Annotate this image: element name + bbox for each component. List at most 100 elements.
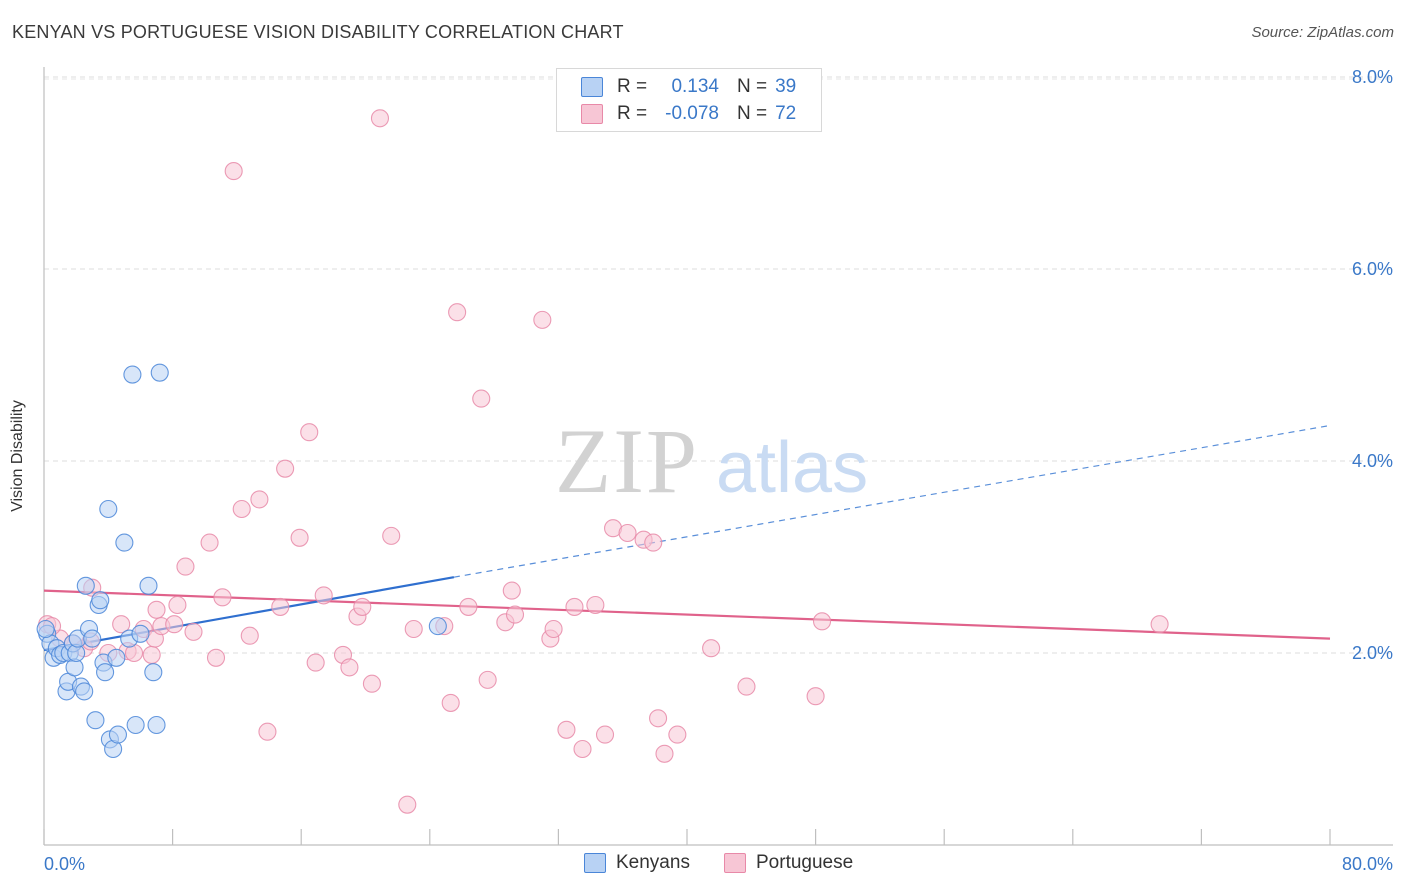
kenyans-swatch xyxy=(584,853,606,873)
kenyan-point xyxy=(115,533,134,552)
kenyan-point xyxy=(123,365,142,384)
portuguese-point xyxy=(668,725,687,744)
portuguese-trend-line xyxy=(43,589,1331,640)
kenyan-point xyxy=(83,629,102,648)
portuguese-point xyxy=(306,653,325,672)
kenyan-point xyxy=(131,624,150,643)
portuguese-point xyxy=(533,310,552,329)
portuguese-point xyxy=(806,687,825,706)
y-tick-label: 6.0% xyxy=(1352,259,1393,279)
kenyan-point xyxy=(91,591,110,610)
gridlines xyxy=(44,76,1393,654)
source-label: Source: ZipAtlas.com xyxy=(1251,24,1394,41)
kenyan-trend-line xyxy=(43,576,455,652)
kenyan-point xyxy=(126,715,145,735)
portuguese-point xyxy=(472,389,491,408)
series-legend: Kenyans Portuguese xyxy=(0,852,1406,878)
portuguese-point xyxy=(176,557,195,576)
legend-row-kenyans: R = 0.134 N = 39 xyxy=(581,74,796,100)
trend-lines xyxy=(43,424,1331,652)
y-tick-label: 4.0% xyxy=(1352,451,1393,471)
portuguese-point xyxy=(618,523,637,543)
kenyan-point xyxy=(147,715,166,735)
portuguese-point xyxy=(165,615,184,634)
portuguese-point xyxy=(290,528,309,547)
kenyan-point xyxy=(99,499,118,519)
portuguese-point xyxy=(250,490,269,509)
y-tick-label: 8.0% xyxy=(1352,67,1393,87)
kenyan-point xyxy=(428,617,447,636)
portuguese-point xyxy=(142,645,161,664)
n-label: N = xyxy=(737,76,768,97)
correlation-legend: R = 0.134 N = 39 R = -0.078 N = 72 xyxy=(556,68,822,132)
portuguese-point xyxy=(206,648,226,667)
portuguese-point xyxy=(370,109,390,128)
r-label: R = xyxy=(617,103,648,124)
legend-item-kenyans[interactable]: Kenyans xyxy=(584,852,690,874)
portuguese-point xyxy=(573,739,592,759)
n-value: 39 xyxy=(775,76,797,97)
legend-label-portuguese: Portuguese xyxy=(756,852,854,873)
n-value: 72 xyxy=(775,103,797,124)
portuguese-point xyxy=(441,693,460,712)
kenyan-point xyxy=(139,576,158,595)
portuguese-point xyxy=(232,499,251,519)
portuguese-point xyxy=(404,619,423,639)
r-label: R = xyxy=(617,76,648,97)
y-tick-labels: 2.0% 4.0% 6.0% 8.0% xyxy=(1352,67,1393,663)
portuguese-point xyxy=(112,615,131,634)
r-value: 0.134 xyxy=(671,76,719,97)
kenyan-point xyxy=(96,663,115,682)
x-tick-label-min: 0.0% xyxy=(44,854,85,874)
legend-row-portuguese: R = -0.078 N = 72 xyxy=(581,101,796,127)
portuguese-point xyxy=(505,605,525,624)
legend-label-kenyans: Kenyans xyxy=(616,852,690,873)
portuguese-point xyxy=(1150,615,1169,634)
portuguese-point xyxy=(362,674,381,693)
axes xyxy=(43,67,1393,846)
x-tick-label-max: 80.0% xyxy=(1342,854,1393,874)
portuguese-point xyxy=(147,600,166,619)
kenyan-points xyxy=(36,363,447,759)
kenyan-point xyxy=(86,711,105,730)
portuguese-point xyxy=(557,720,576,739)
r-value: -0.078 xyxy=(665,103,719,124)
portuguese-point xyxy=(168,595,187,615)
watermark-zip: ZIP xyxy=(555,410,699,512)
portuguese-point xyxy=(586,595,605,615)
portuguese-point xyxy=(382,526,401,545)
portuguese-point xyxy=(398,795,417,814)
portuguese-point xyxy=(314,586,333,605)
portuguese-swatch xyxy=(724,853,746,873)
portuguese-point xyxy=(224,162,243,181)
kenyans-swatch xyxy=(581,77,603,97)
portuguese-point xyxy=(276,459,295,478)
kenyan-point xyxy=(75,682,94,701)
portuguese-point xyxy=(448,303,467,322)
kenyan-point xyxy=(76,576,95,595)
portuguese-point xyxy=(300,423,319,442)
portuguese-point xyxy=(565,597,584,616)
portuguese-point xyxy=(184,622,203,641)
kenyan-point xyxy=(150,363,169,382)
portuguese-point xyxy=(478,670,497,689)
portuguese-point xyxy=(737,677,756,696)
kenyan-point xyxy=(144,663,163,682)
kenyan-point xyxy=(107,648,126,667)
y-tick-label: 2.0% xyxy=(1352,643,1393,663)
portuguese-point xyxy=(655,744,674,763)
kenyan-point xyxy=(36,619,55,639)
portuguese-point xyxy=(258,722,277,741)
portuguese-point xyxy=(702,639,721,658)
legend-item-portuguese[interactable]: Portuguese xyxy=(724,852,853,874)
kenyan-point xyxy=(108,725,127,744)
portuguese-point xyxy=(200,533,219,552)
portuguese-point xyxy=(271,597,290,616)
portuguese-point xyxy=(340,658,359,677)
portuguese-point xyxy=(544,619,563,639)
portuguese-point xyxy=(595,725,615,744)
portuguese-point xyxy=(213,588,232,607)
portuguese-point xyxy=(502,581,521,600)
portuguese-point xyxy=(353,597,372,616)
